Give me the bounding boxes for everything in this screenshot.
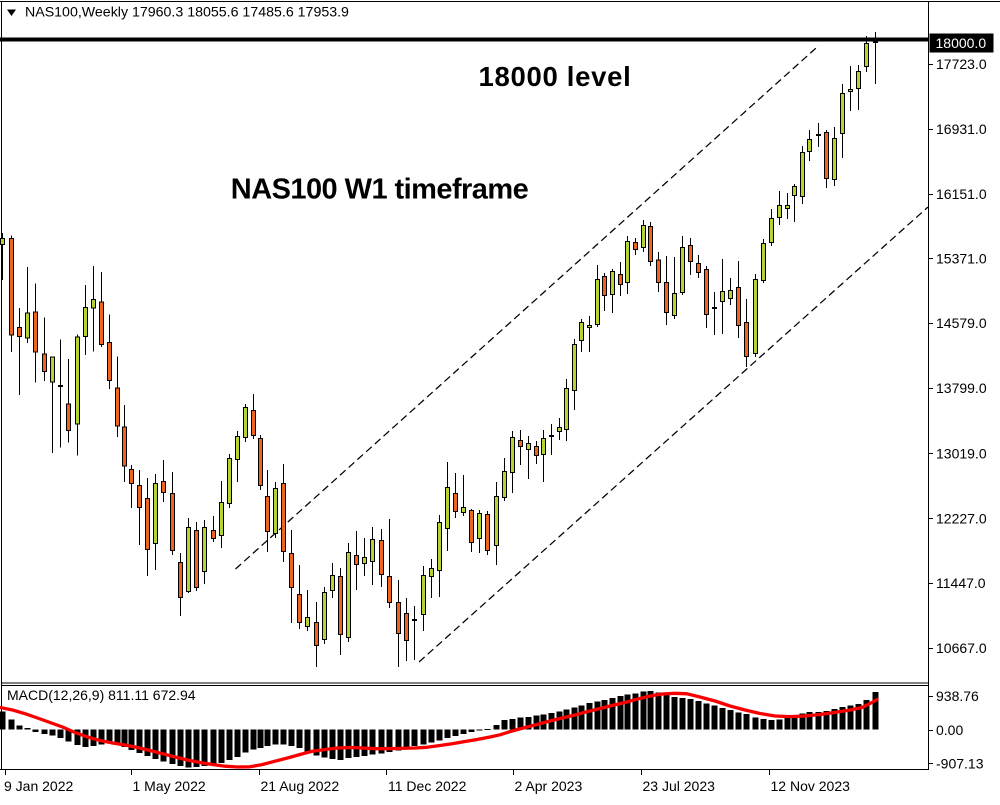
svg-text:NAS100,Weekly 17960.3 18055.6: NAS100,Weekly 17960.3 18055.6 17485.6 17… — [25, 5, 349, 21]
svg-text:11447.0: 11447.0 — [936, 575, 986, 591]
svg-text:16931.0: 16931.0 — [936, 121, 987, 137]
svg-text:2 Apr 2023: 2 Apr 2023 — [515, 778, 583, 794]
svg-text:12 Nov 2023: 12 Nov 2023 — [771, 778, 851, 794]
svg-text:13019.0: 13019.0 — [936, 446, 987, 462]
svg-text:NAS100 W1 timeframe: NAS100 W1 timeframe — [231, 174, 529, 206]
svg-text:17723.0: 17723.0 — [936, 56, 987, 72]
svg-text:14579.0: 14579.0 — [936, 315, 987, 331]
svg-text:9 Jan 2022: 9 Jan 2022 — [4, 778, 73, 794]
svg-text:23 Jul 2023: 23 Jul 2023 — [643, 778, 716, 794]
svg-text:13799.0: 13799.0 — [936, 380, 987, 396]
svg-text:938.76: 938.76 — [936, 688, 979, 704]
svg-text:0.00: 0.00 — [936, 722, 963, 738]
svg-text:10667.0: 10667.0 — [936, 640, 987, 656]
svg-text:21 Aug 2022: 21 Aug 2022 — [261, 778, 340, 794]
svg-text:11 Dec 2022: 11 Dec 2022 — [388, 778, 467, 794]
svg-text:18000.0: 18000.0 — [936, 35, 987, 51]
svg-text:-907.13: -907.13 — [936, 756, 984, 772]
svg-text:16151.0: 16151.0 — [936, 186, 987, 202]
svg-text:18000 level: 18000 level — [479, 61, 632, 92]
svg-text:12227.0: 12227.0 — [936, 511, 987, 527]
svg-text:15371.0: 15371.0 — [936, 251, 987, 267]
svg-text:1 May 2022: 1 May 2022 — [133, 778, 206, 794]
svg-text:MACD(12,26,9) 811.11 672.94: MACD(12,26,9) 811.11 672.94 — [7, 687, 196, 703]
